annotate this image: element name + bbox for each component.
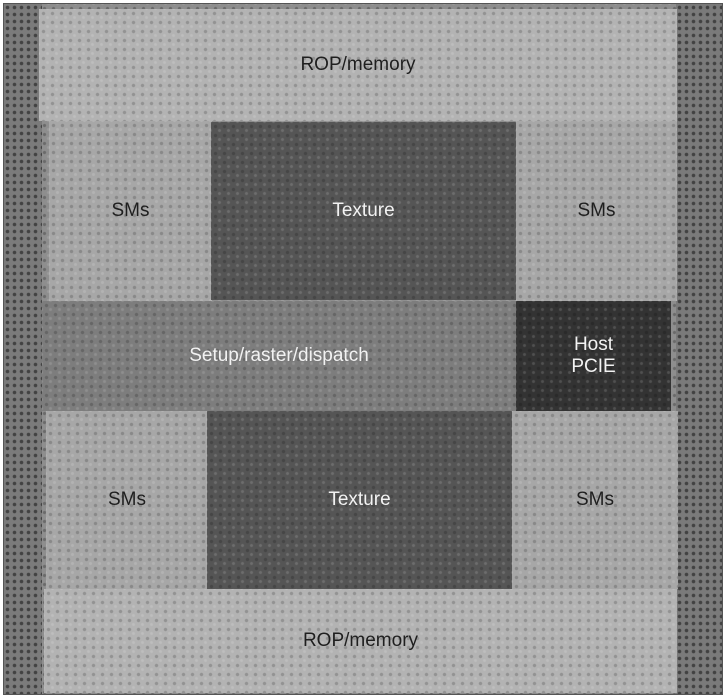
sms-upper-left-block: SMs	[49, 121, 212, 301]
rop-memory-bottom-label: ROP/memory	[302, 630, 419, 652]
texture-lower-block: Texture	[207, 411, 512, 589]
texture-upper-block: Texture	[211, 122, 516, 300]
texture-lower-label: Texture	[328, 489, 391, 511]
host-label: Host	[573, 334, 614, 356]
rop-memory-top-block: ROP/memory	[39, 9, 677, 121]
rop-memory-top-label: ROP/memory	[300, 54, 416, 76]
rop-memory-bottom-block: ROP/memory	[44, 589, 677, 693]
sms-upper-right-label: SMs	[577, 200, 616, 222]
setup-raster-dispatch-block: Setup/raster/dispatch	[42, 301, 516, 411]
sms-lower-left-label: SMs	[108, 489, 146, 511]
die-edge-left	[4, 4, 42, 694]
die-edge-right	[676, 4, 722, 694]
sms-lower-left-block: SMs	[46, 411, 208, 589]
setup-raster-dispatch-label: Setup/raster/dispatch	[189, 345, 369, 367]
sms-lower-right-block: SMs	[512, 411, 678, 589]
sms-upper-left-label: SMs	[111, 200, 150, 222]
sms-lower-right-label: SMs	[576, 489, 614, 511]
pcie-label: PCIE	[571, 356, 616, 377]
host-pcie-block: Host PCIE	[516, 301, 671, 411]
texture-upper-label: Texture	[332, 200, 395, 222]
gpu-die: ROP/memory SMs Texture SMs Setup/raster/…	[3, 3, 723, 695]
sms-upper-right-block: SMs	[516, 121, 677, 301]
